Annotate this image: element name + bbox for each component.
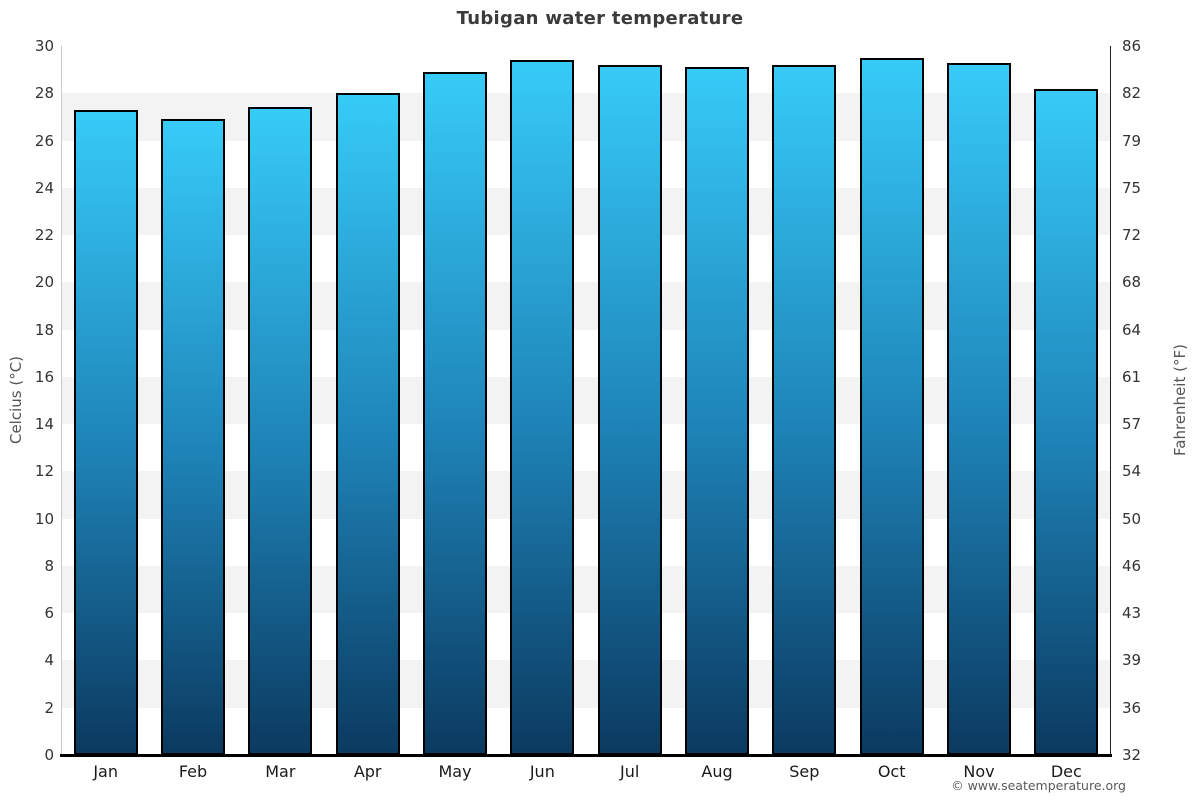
fahrenheit-tick-39: 39 xyxy=(1122,651,1142,670)
bar-feb xyxy=(161,119,225,755)
celsius-axis-title: Celcius (°C) xyxy=(7,355,25,445)
celsius-tick-20: 20 xyxy=(34,273,54,292)
fahrenheit-tick-57: 57 xyxy=(1122,415,1142,434)
grid-band xyxy=(62,282,1110,330)
celsius-tick-2: 2 xyxy=(44,698,54,717)
fahrenheit-tick-82: 82 xyxy=(1122,84,1142,103)
fahrenheit-tick-43: 43 xyxy=(1122,604,1142,623)
fahrenheit-tick-50: 50 xyxy=(1122,509,1142,528)
month-label-nov: Nov xyxy=(963,762,995,781)
fahrenheit-tick-61: 61 xyxy=(1122,367,1142,386)
celsius-tick-0: 0 xyxy=(44,746,54,764)
grid-band xyxy=(62,376,1110,425)
month-label-may: May xyxy=(438,762,472,781)
bar-oct xyxy=(859,57,924,755)
grid-band xyxy=(62,518,1110,566)
grid-band xyxy=(62,471,1110,519)
grid-band xyxy=(62,613,1110,661)
celsius-tick-28: 28 xyxy=(34,84,54,103)
grid-band xyxy=(62,140,1110,188)
grid-band xyxy=(62,424,1110,472)
bar-jan xyxy=(73,109,138,755)
month-label-mar: Mar xyxy=(265,762,296,781)
celsius-tick-4: 4 xyxy=(44,651,54,670)
celsius-axis-line xyxy=(61,46,62,755)
plot-area xyxy=(62,46,1110,755)
grid-band xyxy=(62,707,1110,755)
grid-band xyxy=(62,660,1110,708)
fahrenheit-tick-36: 36 xyxy=(1122,698,1142,717)
bar-may xyxy=(423,72,487,755)
fahrenheit-tick-32: 32 xyxy=(1122,746,1142,764)
fahrenheit-tick-46: 46 xyxy=(1122,556,1142,575)
bar-dec xyxy=(1034,88,1099,755)
celsius-tick-6: 6 xyxy=(44,604,54,623)
fahrenheit-tick-68: 68 xyxy=(1122,273,1142,292)
seatemperature-credit-link[interactable]: © www.seatemperature.org xyxy=(951,778,1126,793)
x-axis-baseline xyxy=(60,754,1112,757)
fahrenheit-tick-64: 64 xyxy=(1122,320,1142,339)
grid-band xyxy=(62,235,1110,283)
bar-nov xyxy=(947,62,1011,755)
celsius-tick-18: 18 xyxy=(34,320,54,339)
month-label-jul: Jul xyxy=(620,762,640,781)
fahrenheit-axis-line xyxy=(1110,46,1111,755)
month-label-oct: Oct xyxy=(877,762,906,781)
fahrenheit-tick-86: 86 xyxy=(1122,37,1142,55)
fahrenheit-tick-75: 75 xyxy=(1122,178,1142,197)
grid-band xyxy=(62,46,1110,94)
fahrenheit-tick-72: 72 xyxy=(1122,226,1142,245)
grid-band xyxy=(62,187,1110,236)
bar-aug xyxy=(685,67,749,755)
celsius-tick-16: 16 xyxy=(34,367,54,386)
celsius-tick-8: 8 xyxy=(44,556,54,575)
celsius-tick-30: 30 xyxy=(34,37,54,55)
month-label-aug: Aug xyxy=(701,762,733,781)
fahrenheit-tick-54: 54 xyxy=(1122,462,1142,481)
month-label-jan: Jan xyxy=(93,762,118,781)
fahrenheit-tick-79: 79 xyxy=(1122,131,1142,150)
bar-jul xyxy=(597,64,662,755)
month-label-feb: Feb xyxy=(178,762,208,781)
celsius-tick-10: 10 xyxy=(34,509,54,528)
celsius-tick-26: 26 xyxy=(34,131,54,150)
bar-apr xyxy=(335,93,400,755)
celsius-tick-24: 24 xyxy=(34,178,54,197)
bar-mar xyxy=(248,107,313,755)
bar-jun xyxy=(510,60,575,755)
celsius-tick-12: 12 xyxy=(34,462,54,481)
month-label-apr: Apr xyxy=(353,762,382,781)
grid-band xyxy=(62,565,1110,614)
grid-band xyxy=(62,93,1110,141)
bar-sep xyxy=(772,64,837,755)
celsius-tick-22: 22 xyxy=(34,226,54,245)
month-label-jun: Jun xyxy=(529,762,555,781)
chart-title: Tubigan water temperature xyxy=(456,8,744,29)
fahrenheit-axis-title: Fahrenheit (°F) xyxy=(1171,344,1189,456)
month-label-sep: Sep xyxy=(789,762,820,781)
grid-band xyxy=(62,329,1110,377)
celsius-tick-14: 14 xyxy=(34,415,54,434)
month-label-dec: Dec xyxy=(1050,762,1082,781)
